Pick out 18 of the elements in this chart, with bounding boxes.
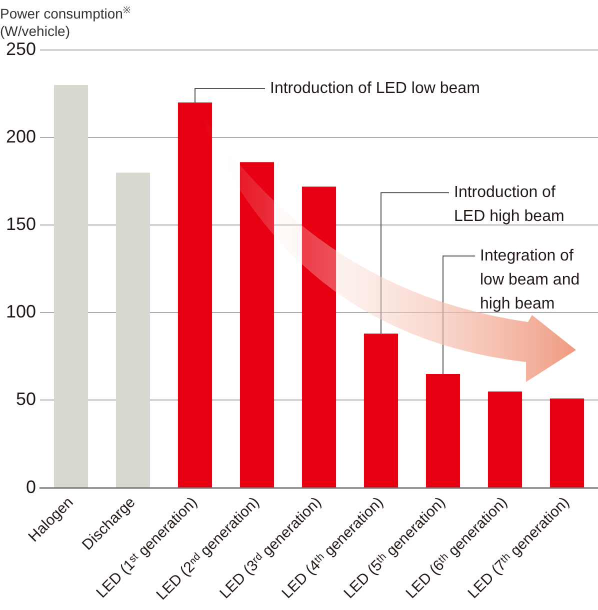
y-tick-label: 250	[6, 38, 36, 59]
bar	[550, 398, 584, 488]
bar	[488, 391, 522, 488]
y-tick-label: 200	[6, 126, 36, 147]
y-tick-label: 50	[16, 389, 36, 410]
bar	[426, 374, 460, 488]
text: Power consumption$^{※}$ (W/vehicle)	[0, 5, 131, 39]
bar	[54, 85, 88, 488]
bar	[116, 172, 150, 488]
annotation: Introduction of LED high beam	[454, 184, 564, 226]
bar	[240, 162, 274, 488]
y-tick-label: 100	[6, 302, 36, 322]
annotation: Introduction of LED low beam	[270, 80, 480, 97]
y-tick-label: 0	[26, 476, 36, 497]
bar	[178, 102, 212, 488]
y-tick-label: 150	[6, 214, 36, 234]
annotation: Integration of low beam and high beam	[480, 247, 580, 312]
bar	[364, 334, 398, 488]
